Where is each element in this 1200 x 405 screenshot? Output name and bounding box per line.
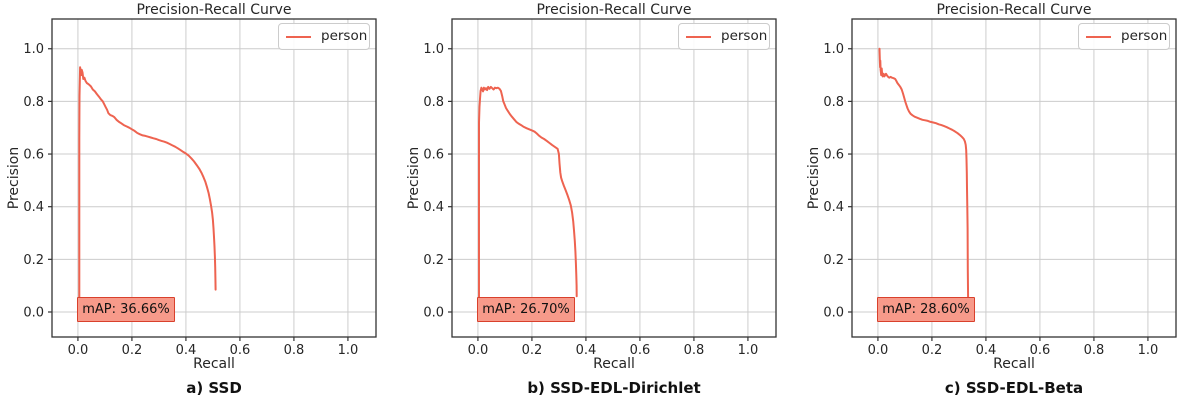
y-tick-label: 0.6 bbox=[823, 148, 844, 163]
legend: person bbox=[278, 23, 370, 50]
x-tick-label: 0.0 bbox=[868, 343, 889, 358]
y-tick-label: 0.4 bbox=[423, 200, 444, 215]
pr-curve-person bbox=[78, 66, 217, 300]
x-tick-label: 0.8 bbox=[1084, 343, 1105, 358]
chart-title: Precision-Recall Curve bbox=[136, 2, 292, 18]
y-axis-label: Precision bbox=[806, 146, 822, 210]
pr-curve-person bbox=[878, 47, 970, 300]
legend-label: person bbox=[721, 27, 768, 44]
legend-label: person bbox=[321, 27, 368, 44]
x-tick-label: 0.4 bbox=[576, 343, 597, 358]
y-tick-label: 0.4 bbox=[23, 200, 44, 215]
y-tick-label: 0.6 bbox=[23, 148, 44, 163]
x-tick-label: 0.2 bbox=[522, 343, 543, 358]
subplot-caption: a) SSD bbox=[186, 379, 242, 397]
y-tick-label: 0.0 bbox=[23, 305, 44, 320]
y-tick-label: 0.4 bbox=[823, 200, 844, 215]
y-axis-label: Precision bbox=[6, 146, 22, 210]
legend-line-sample bbox=[686, 35, 711, 38]
y-tick-label: 0.6 bbox=[423, 148, 444, 163]
x-tick-label: 0.6 bbox=[230, 343, 251, 358]
x-axis-label: Recall bbox=[193, 356, 235, 372]
x-axis-label: Recall bbox=[593, 356, 635, 372]
pr-chart-panel-a: 0.0 0.2 0.4 0.6 0.8 1.0 0.0 0.2 0.4 0.6 0.8 1.0 Pre… bbox=[0, 0, 400, 405]
x-tick-label: 0.6 bbox=[1030, 343, 1051, 358]
y-tick-label: 1.0 bbox=[23, 42, 44, 57]
chart-title: Precision-Recall Curve bbox=[936, 2, 1092, 18]
x-tick-label: 0.4 bbox=[176, 343, 197, 358]
y-tick-label: 0.8 bbox=[23, 95, 44, 110]
chart-title: Precision-Recall Curve bbox=[536, 2, 692, 18]
y-tick-label: 0.0 bbox=[823, 305, 844, 320]
y-tick-label: 1.0 bbox=[823, 42, 844, 57]
plot-border bbox=[51, 18, 377, 338]
x-tick-label: 0.8 bbox=[284, 343, 305, 358]
pr-plot-b: 0.0 0.2 0.4 0.6 0.8 1.0 0.0 0.2 0.4 0.6 0.8 1.0 bbox=[423, 18, 777, 358]
pr-chart-panel-c: 0.0 0.2 0.4 0.6 0.8 1.0 0.0 0.2 0.4 0.6 0.8 1.0 Pre… bbox=[800, 0, 1200, 405]
map-annotation: mAP: 36.66% bbox=[77, 297, 175, 322]
pr-curve-person bbox=[478, 85, 578, 300]
legend-label: person bbox=[1121, 27, 1168, 44]
y-tick-label: 0.8 bbox=[423, 95, 444, 110]
x-tick-label: 1.0 bbox=[338, 343, 359, 358]
x-tick-label: 0.8 bbox=[684, 343, 705, 358]
subplot-caption: c) SSD-EDL-Beta bbox=[944, 379, 1084, 397]
x-tick-label: 0.0 bbox=[68, 343, 89, 358]
y-tick-label: 0.0 bbox=[423, 305, 444, 320]
plot-border bbox=[851, 18, 1177, 338]
legend-line-sample bbox=[286, 35, 311, 38]
x-tick-label: 0.4 bbox=[976, 343, 997, 358]
legend: person bbox=[1078, 23, 1170, 50]
y-tick-label: 0.2 bbox=[23, 253, 44, 268]
y-tick-label: 0.8 bbox=[823, 95, 844, 110]
map-annotation: mAP: 26.70% bbox=[477, 297, 575, 322]
x-tick-label: 0.6 bbox=[630, 343, 651, 358]
pr-plot-c: 0.0 0.2 0.4 0.6 0.8 1.0 0.0 0.2 0.4 0.6 0.8 1.0 bbox=[823, 18, 1177, 358]
y-tick-label: 0.2 bbox=[823, 253, 844, 268]
subplot-caption: b) SSD-EDL-Dirichlet bbox=[527, 379, 701, 397]
x-tick-label: 0.2 bbox=[922, 343, 943, 358]
x-tick-label: 1.0 bbox=[1138, 343, 1159, 358]
x-tick-label: 0.0 bbox=[468, 343, 489, 358]
legend: person bbox=[678, 23, 770, 50]
pr-plot-a: 0.0 0.2 0.4 0.6 0.8 1.0 0.0 0.2 0.4 0.6 0.8 1.0 bbox=[23, 18, 377, 358]
y-tick-label: 0.2 bbox=[423, 253, 444, 268]
x-tick-label: 1.0 bbox=[738, 343, 759, 358]
pr-chart-panel-b: 0.0 0.2 0.4 0.6 0.8 1.0 0.0 0.2 0.4 0.6 0.8 1.0 Pre… bbox=[400, 0, 800, 405]
plot-border bbox=[451, 18, 777, 338]
legend-line-sample bbox=[1086, 35, 1111, 38]
y-axis-label: Precision bbox=[406, 146, 422, 210]
map-annotation: mAP: 28.60% bbox=[877, 297, 975, 322]
y-tick-label: 1.0 bbox=[423, 42, 444, 57]
x-axis-label: Recall bbox=[993, 356, 1035, 372]
x-tick-label: 0.2 bbox=[122, 343, 143, 358]
